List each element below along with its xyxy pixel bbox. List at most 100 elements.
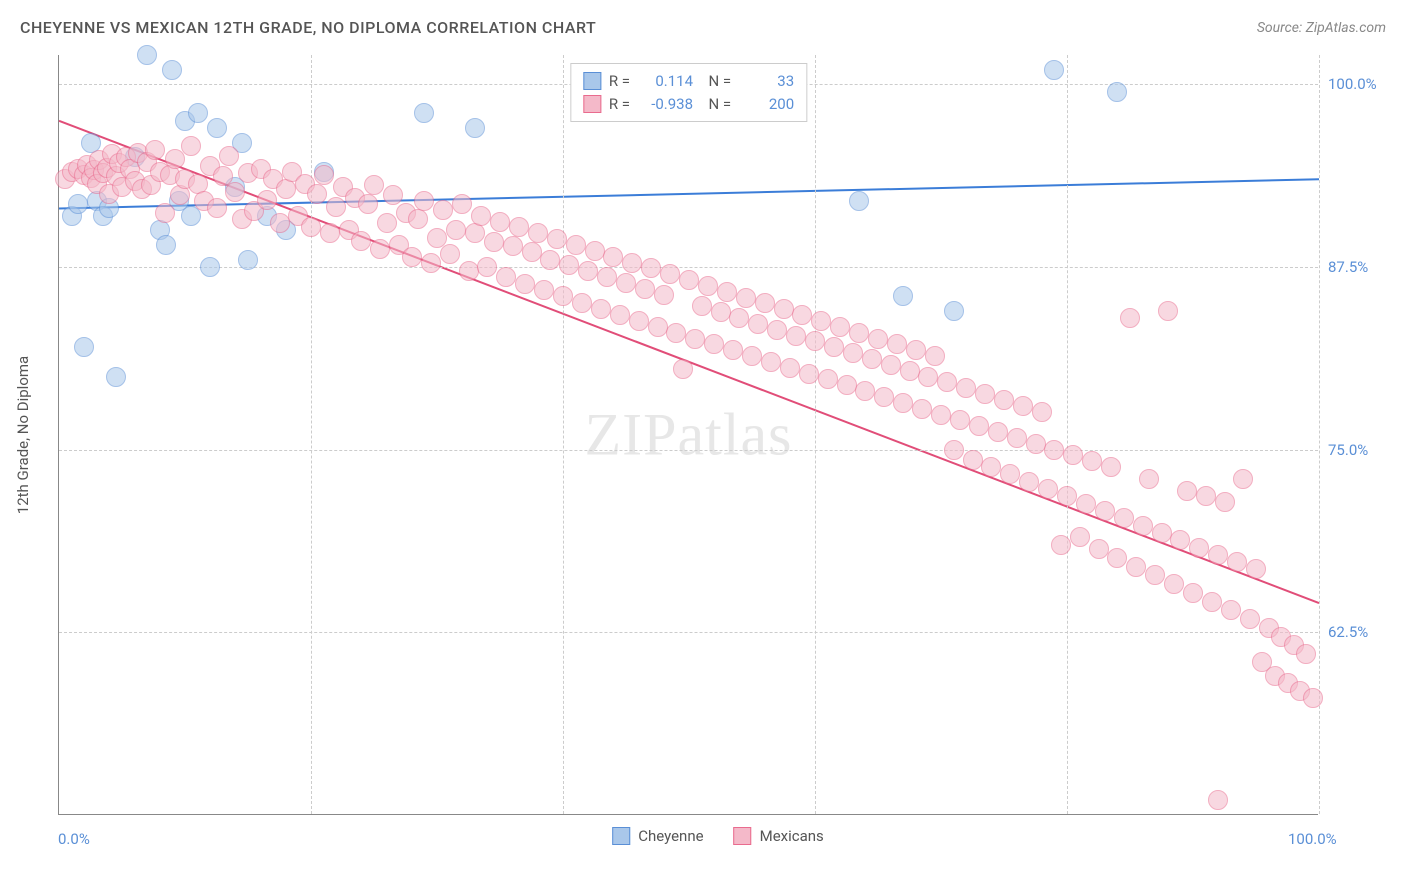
data-point xyxy=(1303,688,1323,708)
data-point xyxy=(1114,508,1134,528)
data-point xyxy=(975,384,995,404)
data-point xyxy=(881,355,901,375)
data-point xyxy=(893,393,913,413)
data-point xyxy=(1189,538,1209,558)
data-point xyxy=(137,45,157,65)
data-point xyxy=(1221,600,1241,620)
data-point xyxy=(156,235,176,255)
data-point xyxy=(446,220,466,240)
data-point xyxy=(1000,464,1020,484)
data-point xyxy=(1158,301,1178,321)
data-point xyxy=(792,305,812,325)
data-point xyxy=(490,212,510,232)
data-point xyxy=(1240,609,1260,629)
data-point xyxy=(944,301,964,321)
data-point xyxy=(421,253,441,273)
data-point xyxy=(685,329,705,349)
x-tick-label: 0.0% xyxy=(58,830,90,848)
data-point xyxy=(1215,492,1235,512)
legend-r-label: R = xyxy=(609,70,630,93)
data-point xyxy=(963,450,983,470)
y-tick-label: 75.0% xyxy=(1328,441,1368,459)
data-point xyxy=(1296,644,1316,664)
data-point xyxy=(635,279,655,299)
data-point xyxy=(1208,790,1228,810)
data-point xyxy=(811,311,831,331)
x-tick-label: 100.0% xyxy=(1288,830,1337,848)
data-point xyxy=(862,349,882,369)
data-point xyxy=(1044,60,1064,80)
data-point xyxy=(566,235,586,255)
data-point xyxy=(440,244,460,264)
data-point xyxy=(925,346,945,366)
data-point xyxy=(1013,396,1033,416)
legend-swatch xyxy=(734,827,752,845)
data-point xyxy=(1007,428,1027,448)
data-point xyxy=(484,232,504,252)
data-point xyxy=(522,242,542,262)
legend-swatch xyxy=(612,827,630,845)
data-point xyxy=(616,273,636,293)
data-point xyxy=(1019,472,1039,492)
data-point xyxy=(1076,494,1096,514)
data-point xyxy=(893,286,913,306)
data-point xyxy=(74,337,94,357)
data-point xyxy=(786,326,806,346)
data-point xyxy=(207,198,227,218)
data-point xyxy=(496,267,516,287)
data-point xyxy=(452,194,472,214)
data-point xyxy=(155,203,175,223)
data-point xyxy=(578,261,598,281)
data-point xyxy=(1227,552,1247,572)
data-point xyxy=(503,236,523,256)
data-point xyxy=(660,264,680,284)
data-point xyxy=(698,276,718,296)
source-credit: Source: ZipAtlas.com xyxy=(1257,20,1386,36)
data-point xyxy=(818,369,838,389)
data-point xyxy=(383,185,403,205)
data-point xyxy=(988,422,1008,442)
data-point xyxy=(471,206,491,226)
data-point xyxy=(1101,457,1121,477)
data-point xyxy=(1202,592,1222,612)
data-point xyxy=(553,286,573,306)
data-point xyxy=(377,213,397,233)
chart-title: CHEYENNE VS MEXICAN 12TH GRADE, NO DIPLO… xyxy=(20,18,596,37)
data-point xyxy=(219,146,239,166)
data-point xyxy=(1057,486,1077,506)
data-point xyxy=(1196,486,1216,506)
data-point xyxy=(1095,501,1115,521)
data-point xyxy=(648,317,668,337)
data-point xyxy=(207,118,227,138)
legend-n-value: 33 xyxy=(739,70,794,93)
data-point xyxy=(364,175,384,195)
data-point xyxy=(755,293,775,313)
data-point xyxy=(465,118,485,138)
legend-r-label: R = xyxy=(609,93,630,116)
data-point xyxy=(1183,583,1203,603)
data-point xyxy=(591,299,611,319)
data-point xyxy=(326,197,346,217)
gridline-h xyxy=(59,632,1318,633)
data-point xyxy=(1145,565,1165,585)
data-point xyxy=(849,323,869,343)
legend-n-value: 200 xyxy=(739,93,794,116)
data-point xyxy=(585,241,605,261)
data-point xyxy=(257,190,277,210)
data-point xyxy=(994,390,1014,410)
data-point xyxy=(900,361,920,381)
data-point xyxy=(1107,82,1127,102)
data-point xyxy=(351,231,371,251)
data-point xyxy=(956,378,976,398)
data-point xyxy=(603,247,623,267)
data-point xyxy=(950,410,970,430)
data-point xyxy=(931,405,951,425)
data-point xyxy=(711,302,731,322)
data-point xyxy=(799,364,819,384)
data-point xyxy=(181,136,201,156)
data-point xyxy=(106,367,126,387)
data-point xyxy=(225,182,245,202)
legend-series: CheyenneMexicans xyxy=(612,827,824,845)
y-axis-label: 12th Grade, No Diploma xyxy=(14,356,32,514)
legend-series-name: Mexicans xyxy=(760,827,824,845)
